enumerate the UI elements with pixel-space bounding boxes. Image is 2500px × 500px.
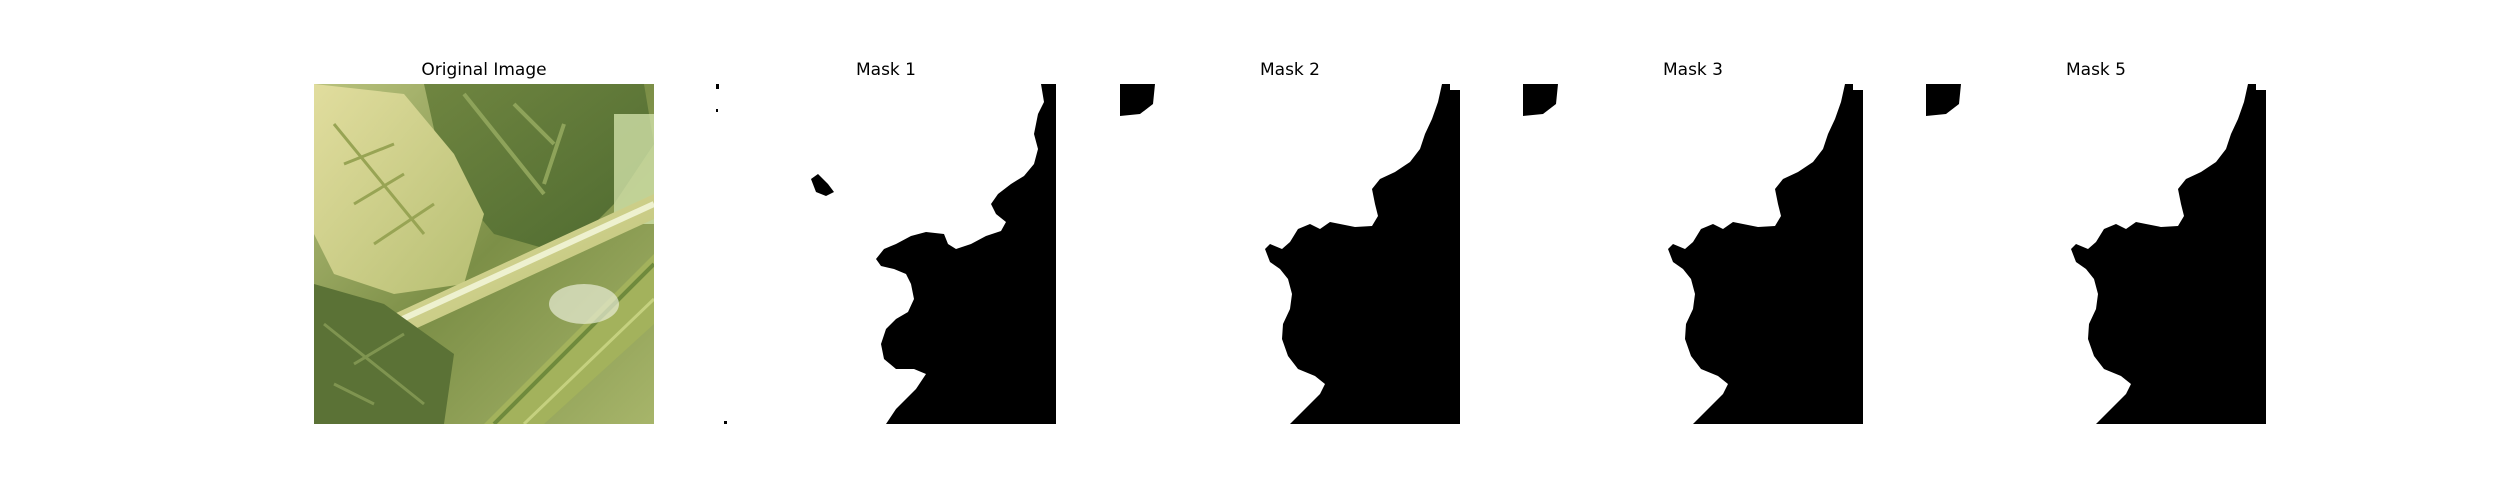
- panel-title: Mask 1: [855, 60, 916, 80]
- mask-1-panel: Mask 1: [716, 0, 1056, 500]
- panel-title: Mask 2: [1259, 60, 1320, 80]
- mask-1-image: [716, 84, 1056, 424]
- panel-title: Mask 5: [2065, 60, 2126, 80]
- mask-2-image: [1120, 84, 1460, 424]
- original-image: [314, 84, 654, 424]
- mask-5-panel: Mask 5: [1926, 0, 2266, 500]
- original-image-panel: Original Image: [314, 0, 654, 500]
- panel-title: Mask 3: [1662, 60, 1723, 80]
- mask-3-panel: Mask 3: [1523, 0, 1863, 500]
- mask-5-image: [1926, 84, 2266, 424]
- mask-2-panel: Mask 2: [1120, 0, 1460, 500]
- panel-title: Original Image: [421, 60, 547, 80]
- mask-3-image: [1523, 84, 1863, 424]
